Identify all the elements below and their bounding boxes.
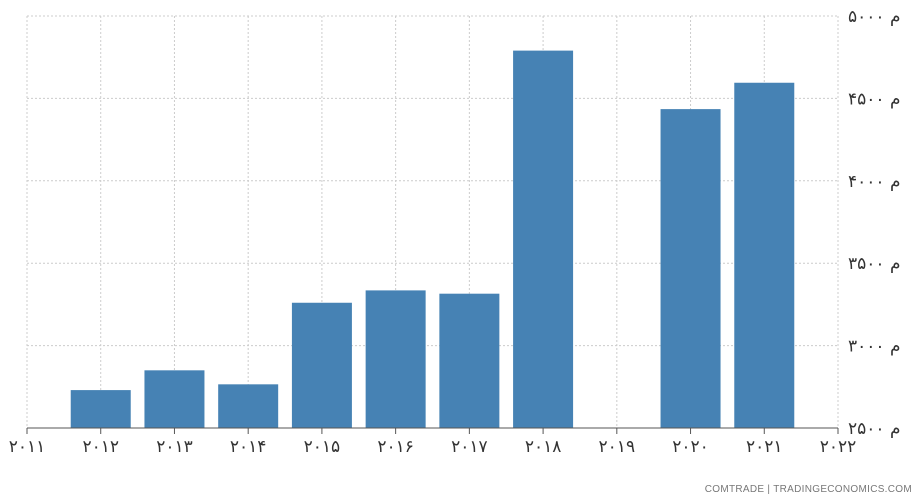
- bar-2013: [144, 370, 205, 428]
- bars: [70, 50, 795, 428]
- x-tick-label: ۲۰۱۷: [451, 437, 488, 457]
- x-tick-label: ۲۰۱۶: [377, 437, 414, 457]
- x-tick-label: ۲۰۱۹: [599, 437, 636, 457]
- y-tick-label: ۳۵۰۰ م: [848, 254, 900, 274]
- x-tick-label: ۲۰۲۲: [820, 437, 857, 457]
- y-tick-label: ۴۵۰۰ م: [848, 89, 900, 109]
- bar-2015: [291, 302, 352, 428]
- y-tick-label: ۴۰۰۰ م: [848, 172, 900, 192]
- bar-2021: [734, 82, 795, 428]
- x-tick-label: ۲۰۱۳: [156, 437, 193, 457]
- bar-2020: [660, 109, 721, 428]
- x-axis: ۲۰۱۱ ۲۰۱۲ ۲۰۱۳ ۲۰۱۴ ۲۰۱۵ ۲۰۱۶ ۲۰۱۷ ۲۰۱۸ ۲۰۱۹ ۲۰۲۰…: [9, 427, 857, 457]
- y-tick-label: ۵۰۰۰ م: [848, 7, 900, 27]
- y-tick-label: ۳۰۰۰ م: [848, 337, 900, 357]
- bar-2014: [218, 384, 279, 428]
- y-tick-label: ۲۵۰۰ م: [848, 419, 900, 439]
- x-tick-label: ۲۰۱۲: [82, 437, 119, 457]
- x-tick-label: ۲۰۱۸: [525, 437, 562, 457]
- x-tick-label: ۲۰۱۵: [304, 437, 341, 457]
- bar-2017: [439, 293, 500, 428]
- source-credit: COMTRADE | TRADINGECONOMICS.COM: [704, 484, 912, 495]
- x-tick-label: ۲۰۱۴: [230, 437, 267, 457]
- bar-2012: [70, 390, 131, 428]
- bar-2016: [365, 290, 426, 428]
- bar-2018: [513, 50, 574, 428]
- x-tick-label: ۲۰۱۱: [9, 437, 46, 457]
- y-axis: ۲۵۰۰ م ۳۰۰۰ م ۳۵۰۰ م ۴۰۰۰ م ۴۵۰۰ م ۵۰۰۰ م: [848, 7, 900, 439]
- x-tick-label: ۲۰۲۱: [746, 437, 783, 457]
- x-tick-label: ۲۰۲۰: [672, 437, 709, 457]
